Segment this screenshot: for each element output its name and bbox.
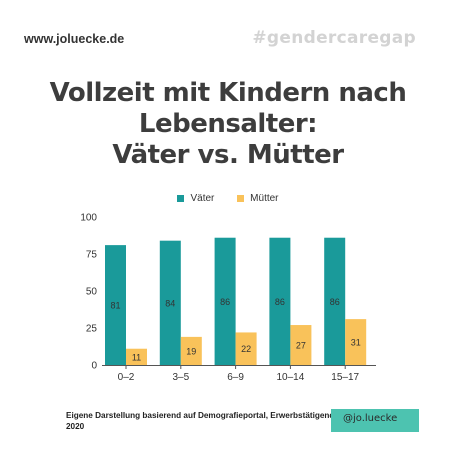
- data-label-muetter: 31: [351, 338, 361, 348]
- chart-legend: Väter Mütter: [0, 193, 456, 205]
- y-tick-label: 0: [91, 361, 97, 372]
- x-tick-label: 0–2: [118, 372, 135, 383]
- handle-text: @jo.luecke: [343, 413, 398, 424]
- bar-muetter: [235, 332, 257, 365]
- source-note: Eigene Darstellung basierend auf Demogra…: [66, 411, 397, 431]
- x-tick-label: 3–5: [172, 372, 189, 383]
- legend-swatch-muetter: [237, 195, 245, 202]
- title-line-2: Lebensalter:: [138, 109, 318, 139]
- legend-swatch-vaeter: [177, 195, 185, 202]
- bar-vaeter: [214, 237, 236, 365]
- bar-vaeter: [105, 245, 126, 365]
- data-label-muetter: 22: [241, 344, 251, 354]
- title-line-3: Väter vs. Mütter: [112, 140, 344, 170]
- data-label-vaeter: 86: [220, 297, 230, 307]
- hashtag: #gendercaregap: [252, 28, 416, 48]
- data-label-muetter: 19: [186, 346, 196, 356]
- y-tick-label: 75: [86, 250, 98, 261]
- legend-label-vaeter: Väter: [190, 193, 215, 204]
- title-line-1: Vollzeit mit Kindern nach: [49, 78, 407, 108]
- data-label-vaeter: 84: [165, 298, 175, 308]
- bar-vaeter: [269, 237, 291, 365]
- chart-title: Vollzeit mit Kindern nach Lebensalter: V…: [0, 78, 456, 171]
- x-tick-label: 6–9: [227, 372, 244, 383]
- bar-vaeter: [324, 237, 346, 365]
- data-label-muetter: 27: [296, 341, 306, 351]
- x-tick-label: 15–17: [331, 372, 359, 383]
- data-label-vaeter: 86: [330, 297, 340, 307]
- legend-label-muetter: Mütter: [250, 193, 279, 204]
- legend-item-vaeter: Väter: [177, 193, 214, 204]
- bar-muetter: [290, 325, 312, 365]
- site-url: www.joluecke.de: [24, 32, 125, 46]
- data-label-vaeter: 86: [275, 297, 285, 307]
- legend-item-muetter: Mütter: [237, 193, 279, 204]
- data-label-vaeter: 81: [110, 301, 120, 311]
- data-label-muetter: 11: [132, 352, 141, 362]
- bar-muetter: [345, 319, 367, 365]
- bar-vaeter: [159, 240, 181, 365]
- handle-badge: [331, 409, 419, 432]
- bar-muetter: [180, 336, 202, 365]
- y-tick-label: 100: [80, 213, 97, 224]
- y-tick-label: 50: [86, 287, 98, 298]
- x-tick-label: 10–14: [276, 372, 304, 383]
- bar-muetter: [126, 348, 147, 365]
- y-tick-label: 25: [86, 324, 98, 335]
